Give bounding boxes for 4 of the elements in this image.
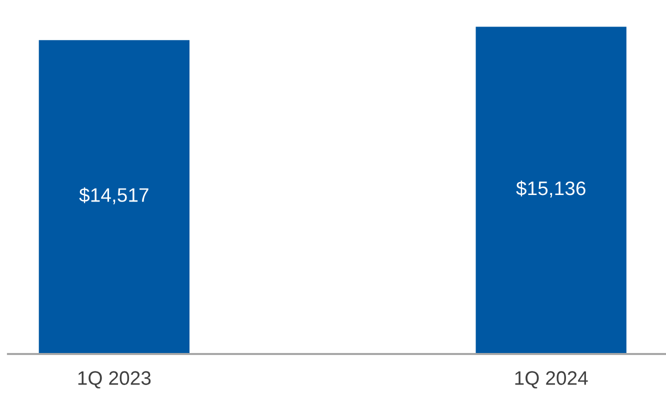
x-tick-label: 1Q 2024	[515, 371, 588, 388]
x-tick-label: 1Q 2023	[78, 371, 151, 388]
data-label: $15,136	[516, 180, 586, 198]
data-label: $14,517	[79, 187, 148, 204]
